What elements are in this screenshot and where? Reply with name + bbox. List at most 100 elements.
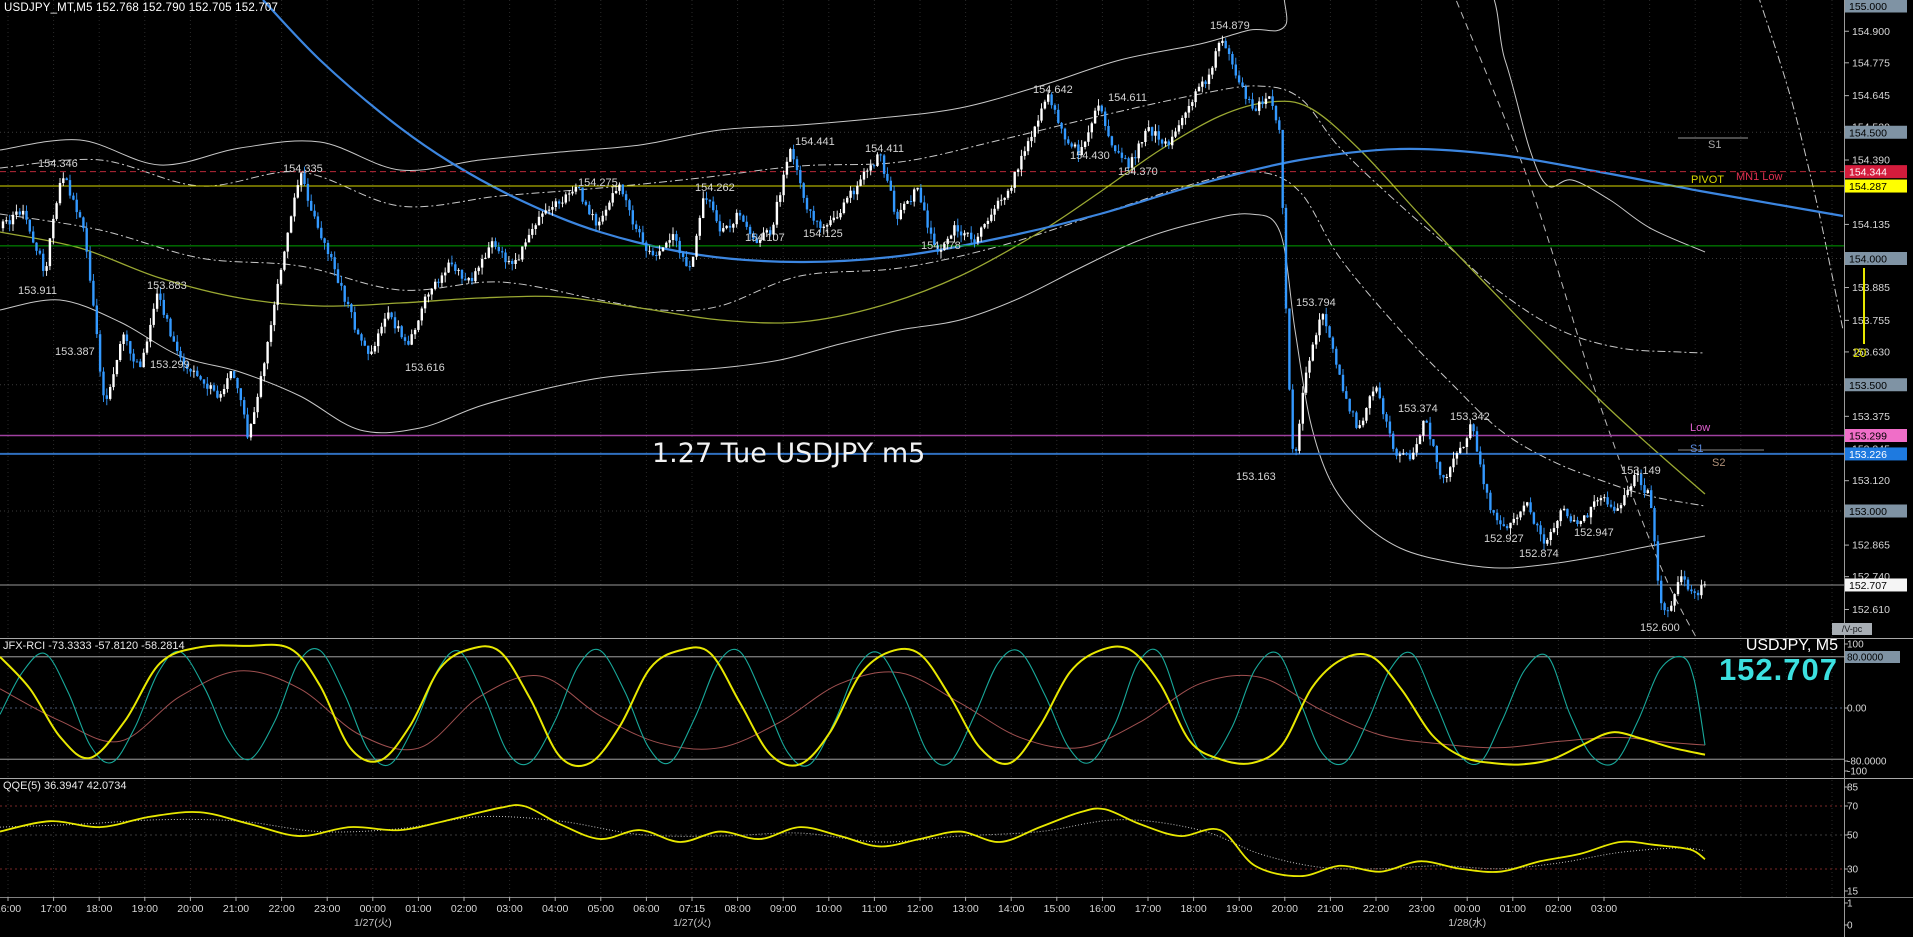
time-label: 23:00 [314,903,340,915]
candle [1124,157,1127,159]
candle [866,170,869,172]
candle [480,258,484,268]
candle [1683,576,1686,580]
candle [1398,454,1402,456]
candle [149,324,152,342]
candle [152,308,155,325]
candle [393,317,397,329]
candle [1509,522,1512,529]
price-annotation: 153.342 [1450,411,1490,423]
candle [856,185,859,195]
candle [1171,136,1174,146]
time-label: 19:00 [1226,903,1252,915]
time-label: 18:00 [86,903,112,915]
candle [698,217,701,236]
candle [437,281,440,283]
candle [1566,508,1569,517]
candle [1130,157,1134,168]
candle [470,278,474,282]
candle [1080,147,1083,156]
price-tick-label: 153.120 [1852,475,1890,487]
candle [1432,439,1435,446]
qqe-scale-label: 85 [1847,783,1859,794]
candle [537,216,541,226]
rci-scale-label: 100 [1847,640,1864,651]
time-label: 14:00 [998,903,1024,915]
candle [789,149,792,162]
time-axis[interactable]: 16:00 17:00 18:00 19:00 20:00 21:00 22:00 23:00… [0,897,1617,929]
candle [95,305,98,335]
candle [1261,101,1264,105]
candle [1355,412,1358,428]
candle [581,187,584,202]
candle [1388,421,1392,434]
candle [859,179,862,186]
price-badge [1845,378,1907,392]
rci-teal-line [0,647,1706,767]
candle [1077,144,1080,156]
candle [775,201,779,225]
candle [65,178,68,181]
candle [129,341,132,354]
candle [1214,51,1217,68]
rci-scale-label: -80.0000 [1847,757,1887,768]
candle [78,212,82,218]
candle [212,385,216,391]
price-axis[interactable]: 154.900154.775154.645154.520154.390154.1… [1844,0,1907,932]
candle [1489,492,1492,511]
candle [752,234,755,239]
price-annotation: 154.642 [1033,84,1073,96]
candle [1177,125,1181,132]
candle [447,262,450,273]
candle [1408,454,1412,460]
candle [1211,67,1214,75]
candle [1026,141,1030,152]
candle [655,255,658,256]
candle [467,278,470,281]
price-badge [1845,125,1907,139]
candle [246,414,249,438]
price-badge [1845,0,1907,13]
candle [1328,326,1331,338]
candle [1227,48,1231,54]
candle [812,210,815,221]
candle [825,225,829,227]
price-badge [1845,429,1907,443]
candle [1291,389,1294,449]
side-label-low: Low [1690,422,1710,434]
candle [139,361,142,368]
candle [524,242,527,247]
candle [722,228,725,232]
candle [638,229,641,233]
candle [970,232,973,240]
candle [1274,106,1278,121]
candle [651,250,655,256]
candle [903,203,906,210]
candle [1593,501,1596,507]
candle [1479,451,1482,465]
envelope-upper-line [0,0,1706,253]
candle [588,204,591,215]
candle [1609,504,1613,507]
candle [889,180,892,191]
candle [243,400,246,415]
candle [916,187,919,190]
candle [434,281,437,289]
candle [1157,131,1160,140]
candle [109,387,112,399]
qqe-scale-label: 50 [1847,831,1859,842]
candle [879,154,882,156]
candle [1502,524,1505,527]
price-tick-label: 154.775 [1852,57,1890,69]
price-badge-label: 152.707 [1849,580,1887,592]
candle [839,213,842,218]
candle [330,254,333,258]
candle [1442,475,1445,478]
date-label: 1/27(火) [673,917,711,929]
candle [353,312,356,330]
candle [805,197,809,210]
candle [665,242,668,248]
candle [527,234,531,243]
time-label: 22:00 [268,903,294,915]
